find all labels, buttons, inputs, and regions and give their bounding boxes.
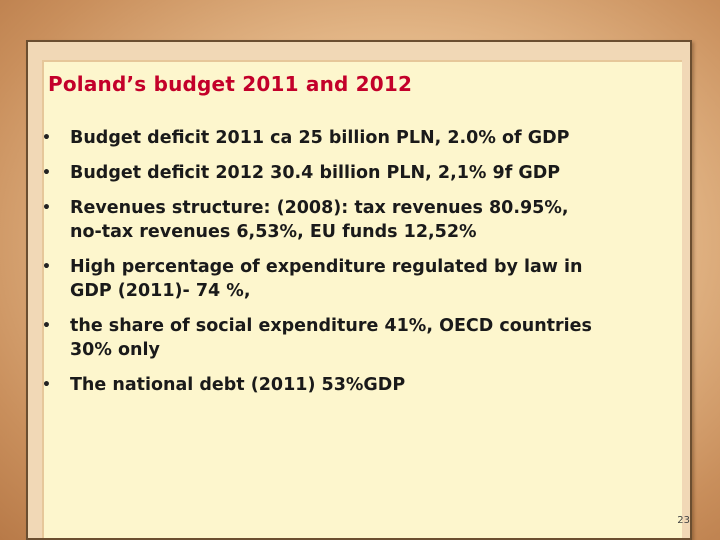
bullet-marker: • bbox=[42, 259, 51, 275]
bullet-item-deficit-2011: • Budget deficit 2011 ca 25 billion PLN,… bbox=[42, 126, 682, 150]
bullet-item-regulated-expenditure: • High percentage of expenditure regulat… bbox=[42, 255, 682, 303]
bullet-text: The national debt (2011) 53%GDP bbox=[70, 375, 406, 395]
bullet-item-national-debt: • The national debt (2011) 53%GDP bbox=[42, 373, 682, 397]
bullet-marker: • bbox=[42, 130, 51, 146]
bullet-marker: • bbox=[42, 377, 51, 393]
slide-frame bbox=[26, 40, 692, 540]
bullet-text: the share of social expenditure 41%, OEC… bbox=[70, 316, 592, 360]
bullet-item-revenues-structure: • Revenues structure: (2008): tax revenu… bbox=[42, 196, 682, 244]
slide-title: Poland’s budget 2011 and 2012 bbox=[48, 72, 413, 96]
page-number: 23 bbox=[677, 515, 690, 526]
bullet-marker: • bbox=[42, 200, 51, 216]
bullet-text: Revenues structure: (2008): tax revenues… bbox=[70, 198, 569, 242]
bullet-text: Budget deficit 2012 30.4 billion PLN, 2,… bbox=[70, 163, 561, 183]
bullet-marker: • bbox=[42, 165, 51, 181]
bullet-marker: • bbox=[42, 318, 51, 334]
bullet-text: Budget deficit 2011 ca 25 billion PLN, 2… bbox=[70, 128, 570, 148]
bullet-text: High percentage of expenditure regulated… bbox=[70, 257, 583, 301]
content-panel bbox=[42, 60, 682, 538]
bullet-item-deficit-2012: • Budget deficit 2012 30.4 billion PLN, … bbox=[42, 161, 682, 185]
bullet-list: • Budget deficit 2011 ca 25 billion PLN,… bbox=[42, 126, 682, 408]
bullet-item-social-expenditure: • the share of social expenditure 41%, O… bbox=[42, 314, 682, 362]
